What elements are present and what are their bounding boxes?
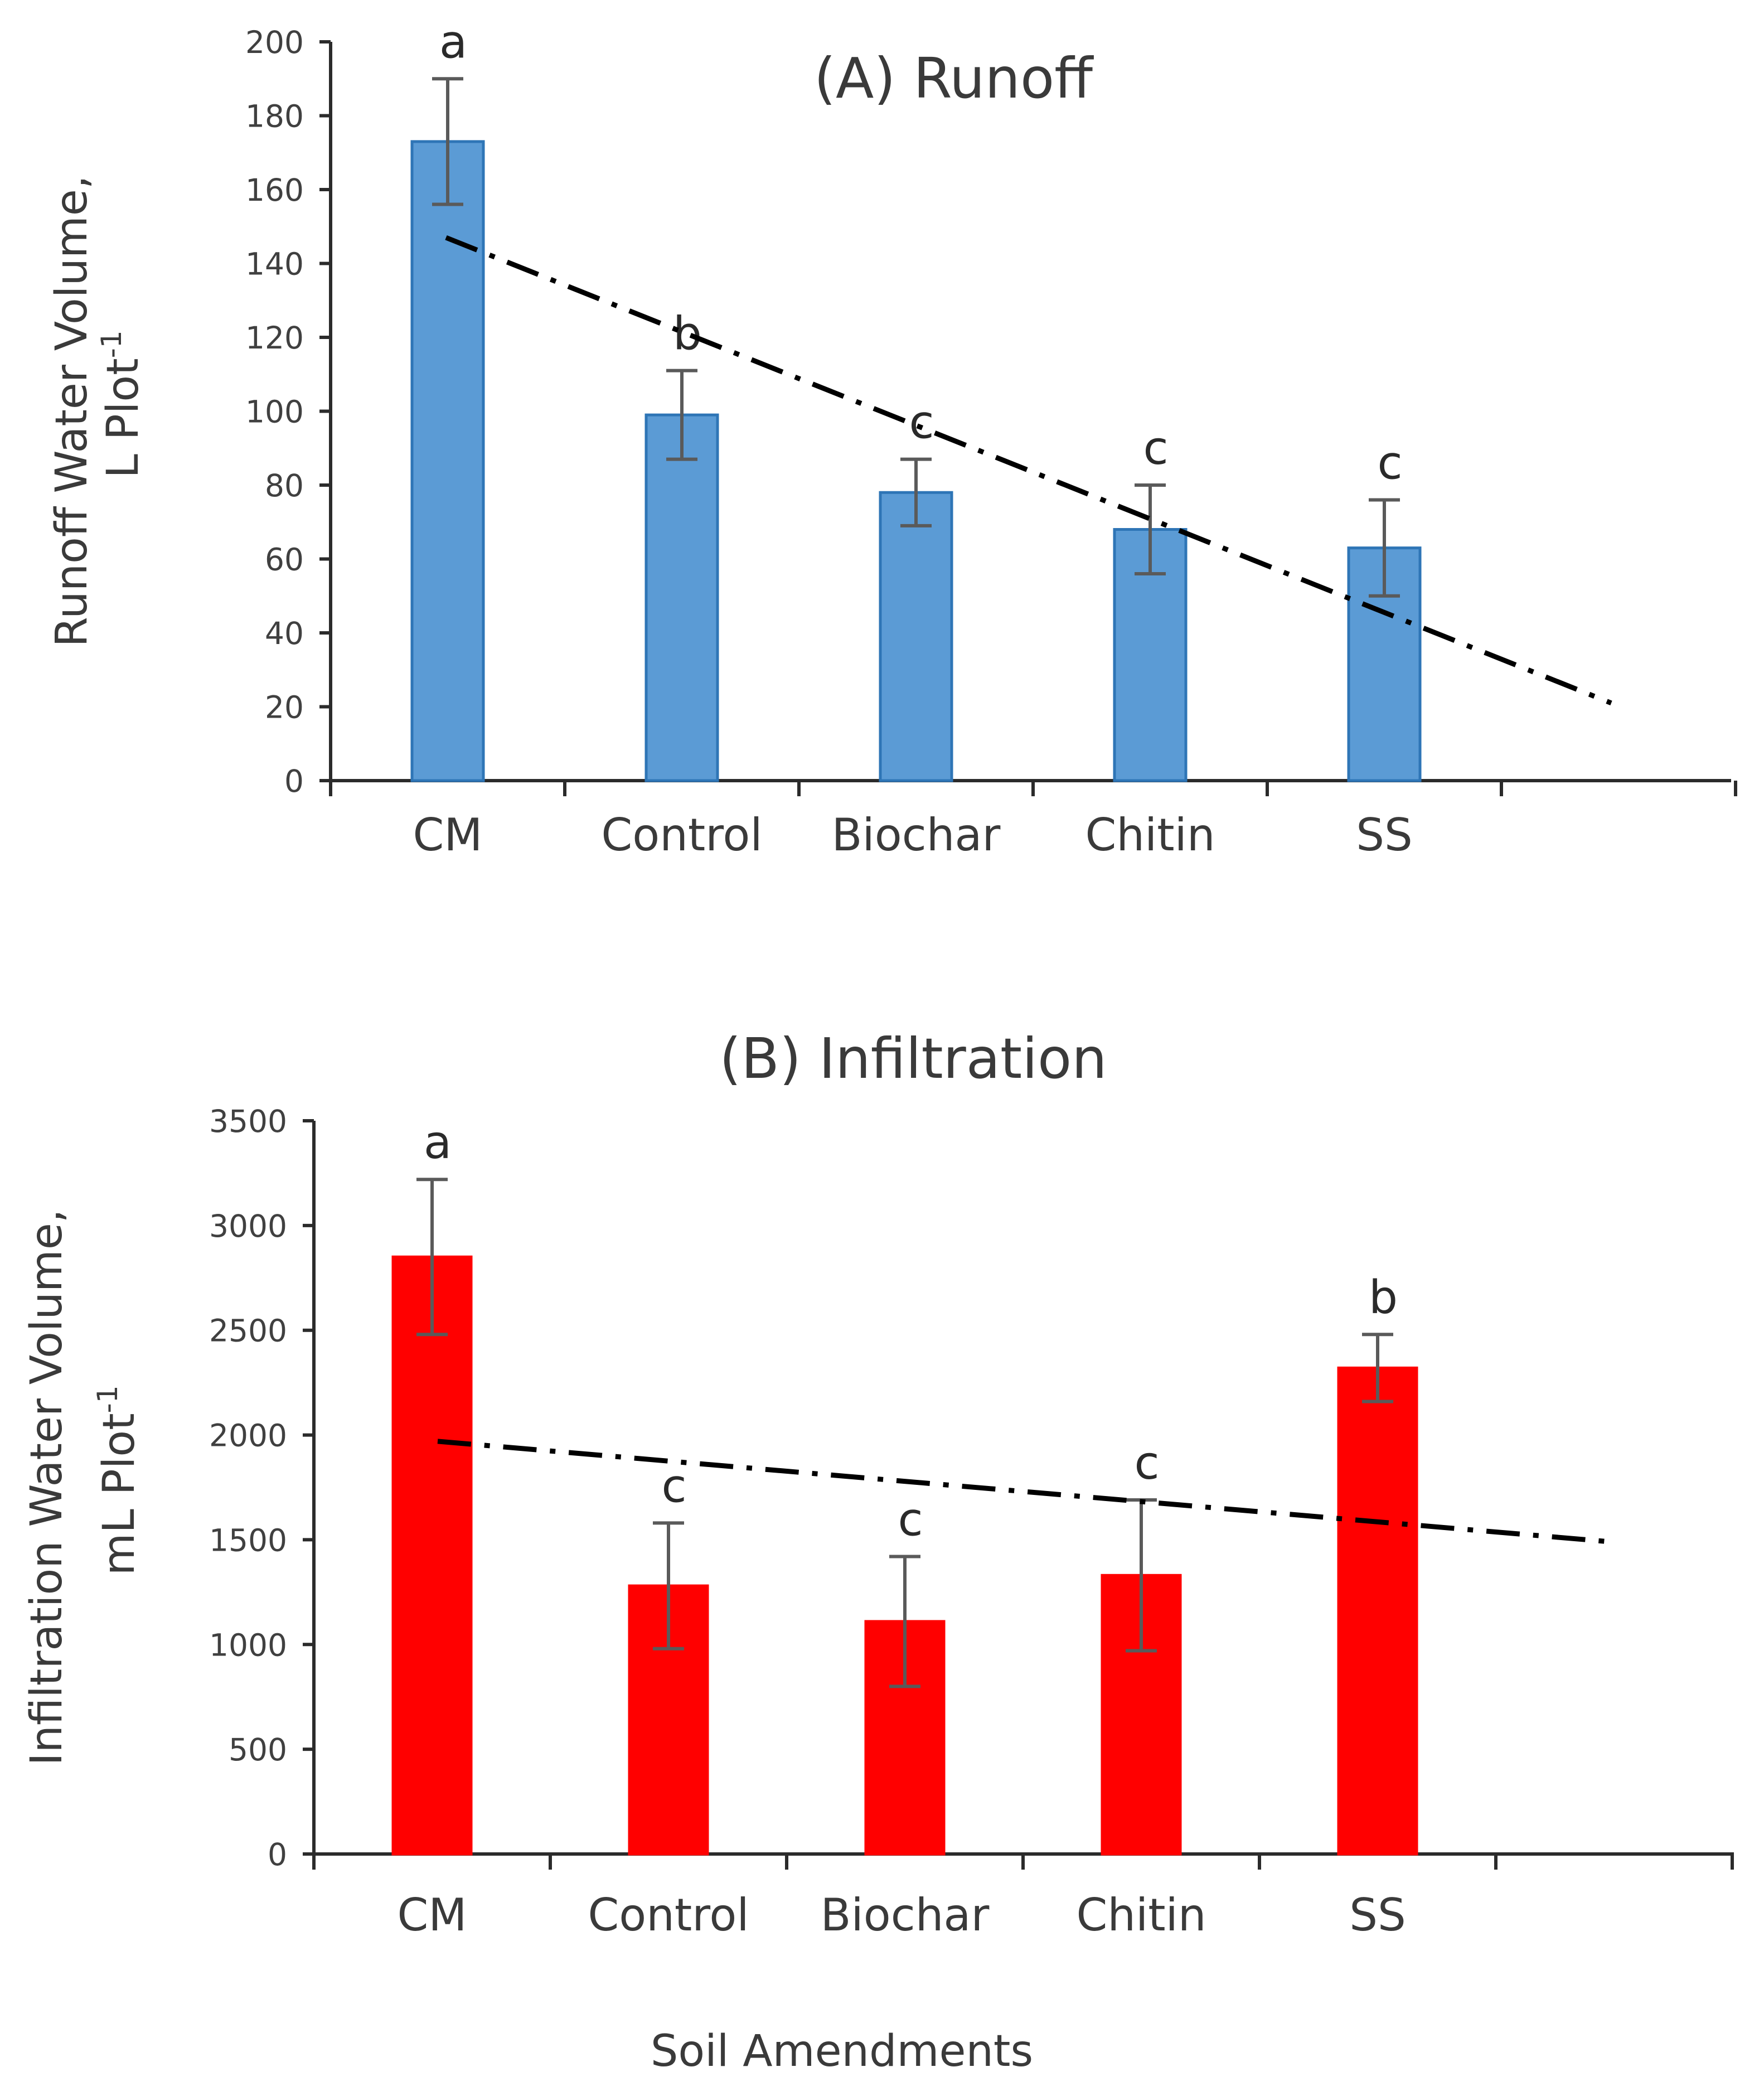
panel-a-category-label: Biochar bbox=[832, 809, 1001, 861]
panel-b-x-axis-label: Soil Amendments bbox=[651, 2026, 1033, 2076]
panel-a-y-tick-label: 100 bbox=[245, 394, 304, 430]
panel-b-significance-letter: a bbox=[424, 1116, 452, 1169]
panel-a-y-tick-label: 160 bbox=[245, 172, 304, 208]
panel-a-bar-control bbox=[644, 413, 719, 782]
panel-a-category-label: Control bbox=[601, 809, 762, 861]
panel-a-significance-letter: c bbox=[1143, 422, 1168, 475]
panel-b-infiltration: (B) Infiltration Infiltration Water Volu… bbox=[22, 1026, 1734, 2076]
panel-a-y-tick-label: 0 bbox=[284, 763, 304, 799]
panel-a-title: (A) Runoff bbox=[814, 46, 1094, 111]
panel-a-y-axis-label-line2: L Plot bbox=[98, 358, 148, 478]
panel-b-title: (B) Infiltration bbox=[719, 1026, 1107, 1091]
panel-a-trendline bbox=[445, 235, 1612, 706]
panel-a-significance-letter: b bbox=[673, 308, 702, 361]
panel-a-plot-area: 0 20 40 60 80 100 120 140 160 180 200 a CM b Control c B… bbox=[245, 16, 1737, 861]
panel-b-category-label: CM bbox=[398, 1889, 467, 1941]
panel-a-category-label: SS bbox=[1356, 809, 1413, 861]
panel-b-plot-area: 0 500 1000 1500 2000 2500 3000 3500 a CM c Control c… bbox=[209, 1103, 1734, 1941]
panel-a-category-label: CM bbox=[413, 809, 483, 861]
panel-a-y-tick-label: 40 bbox=[265, 616, 304, 651]
panel-a-runoff: (A) Runoff Runoff Water Volume, L Plot-1… bbox=[47, 16, 1737, 861]
panel-a-significance-letter: a bbox=[439, 16, 467, 69]
panel-a-significance-letter: c bbox=[1377, 437, 1402, 490]
panel-a-y-tick-label: 120 bbox=[245, 320, 304, 356]
panel-b-significance-letter: b bbox=[1369, 1271, 1398, 1324]
panel-b-trendline bbox=[437, 1439, 1612, 1545]
panel-b-y-tick-label: 2000 bbox=[209, 1418, 287, 1454]
panel-b-y-tick-label: 1500 bbox=[209, 1522, 287, 1558]
panel-b-bar-ss bbox=[1337, 1366, 1418, 1856]
panel-a-y-tick-label: 80 bbox=[265, 468, 304, 504]
panel-a-category-label: Chitin bbox=[1085, 809, 1215, 861]
panel-a-bar-cm bbox=[410, 140, 485, 782]
panel-b-significance-letter: c bbox=[1134, 1437, 1159, 1490]
panel-b-y-tick-label: 500 bbox=[229, 1732, 287, 1768]
panel-b-y-axis-label-superscript: -1 bbox=[91, 1385, 124, 1413]
panel-b-y-tick-label: 3000 bbox=[209, 1208, 287, 1244]
panel-b-y-axis-label: Infiltration Water Volume, mL Plot-1 bbox=[22, 1195, 144, 1766]
panel-a-y-tick-label: 20 bbox=[265, 690, 304, 725]
panel-b-y-tick-label: 2500 bbox=[209, 1313, 287, 1349]
panel-b-y-axis-label-line1: Infiltration Water Volume, bbox=[22, 1209, 72, 1765]
panel-b-y-tick-label: 3500 bbox=[209, 1103, 287, 1139]
panel-b-significance-letter: c bbox=[661, 1460, 686, 1513]
panel-b-significance-letter: c bbox=[898, 1493, 923, 1546]
panel-b-y-tick-label: 1000 bbox=[209, 1627, 287, 1663]
panel-a-y-tick-label: 200 bbox=[245, 25, 304, 60]
panel-b-y-axis-label-line2: mL Plot bbox=[94, 1413, 144, 1575]
panel-b-category-label: SS bbox=[1349, 1889, 1406, 1941]
panel-a-significance-letter: c bbox=[909, 396, 934, 449]
panel-a-y-tick-label: 140 bbox=[245, 246, 304, 282]
panel-a-y-axis-label: Runoff Water Volume, L Plot-1 bbox=[47, 162, 148, 647]
panel-a-y-axis-label-line1: Runoff Water Volume, bbox=[47, 175, 97, 647]
panel-b-category-label: Control bbox=[588, 1889, 749, 1941]
panel-a-y-tick-label: 60 bbox=[265, 542, 304, 578]
panel-b-bar-cm bbox=[391, 1255, 473, 1856]
panel-a-y-axis-label-superscript: -1 bbox=[95, 330, 128, 358]
panel-a-y-tick-label: 180 bbox=[245, 99, 304, 134]
panel-a-bar-biochar bbox=[879, 491, 953, 782]
panel-b-y-tick-label: 0 bbox=[268, 1837, 287, 1872]
panel-b-category-label: Biochar bbox=[821, 1889, 990, 1941]
panel-b-category-label: Chitin bbox=[1076, 1889, 1206, 1941]
